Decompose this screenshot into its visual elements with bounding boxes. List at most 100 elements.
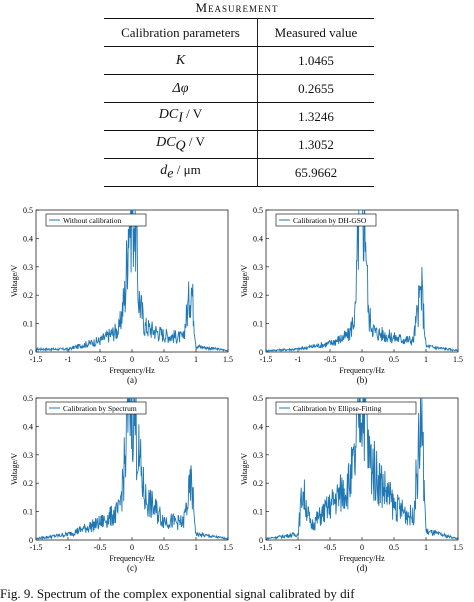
parameter-symbol: K	[175, 53, 186, 68]
parameter-cell: K	[104, 46, 258, 75]
y-axis-label: Voltage/V	[10, 265, 19, 298]
spectrum-series-line	[265, 209, 459, 353]
y-tick-label: 0.3	[253, 451, 263, 460]
table-row: Δφ 0.2655	[104, 74, 374, 103]
x-tick-label: 1.5	[223, 355, 233, 364]
spectrum-series-line	[265, 397, 459, 541]
y-tick-label: 0.3	[253, 263, 263, 272]
y-tick-label: 0.4	[253, 422, 263, 431]
parameter-unit: / V	[182, 106, 203, 122]
legend-box	[45, 213, 147, 227]
parameter-cell: de / μm	[104, 158, 258, 187]
table-row: de / μm 65.9662	[104, 158, 374, 187]
x-tick-label: 0.5	[159, 543, 169, 552]
x-tick-label: 1	[424, 543, 428, 552]
figure-caption: Fig. 9. Spectrum of the complex exponent…	[0, 586, 355, 601]
y-tick-label: 0.4	[23, 422, 33, 431]
x-axis-label: Frequency/Hz	[109, 366, 155, 375]
parameter-cell: DCQ / V	[104, 130, 258, 159]
subfigure-label: (c)	[127, 563, 137, 573]
parameter-symbol: DC	[158, 107, 179, 123]
value-cell: 65.9662	[257, 158, 374, 187]
y-tick-label: 0	[259, 536, 263, 545]
table-header-row: Calibration parameters Measured value	[104, 18, 374, 47]
spectrum-plot-b: -1.5 -1 -0.5 0 0.5 1 1.5 0 0.1 0.2 0.3 0.4 0.5 Freque…	[238, 200, 464, 387]
value-cell: 1.3052	[257, 130, 374, 159]
y-tick-label: 0.5	[253, 206, 263, 215]
x-axis-label: Frequency/Hz	[109, 554, 155, 563]
x-tick-label: -0.5	[324, 355, 337, 364]
y-tick-label: 0.4	[23, 234, 33, 243]
table-row: DCQ / V 1.3052	[104, 130, 374, 159]
spectrum-series-line	[35, 397, 229, 541]
x-axis-label: Frequency/Hz	[339, 554, 385, 563]
table-row: DCI / V 1.3246	[104, 102, 374, 131]
subfigure-label: (d)	[357, 563, 368, 573]
x-tick-label: -1.5	[30, 543, 43, 552]
y-tick-label: 0.4	[253, 234, 263, 243]
x-tick-label: 1.5	[453, 543, 463, 552]
column-header-parameters: Calibration parameters	[104, 18, 258, 47]
x-tick-label: 0.5	[389, 355, 399, 364]
parameter-unit: / μm	[173, 162, 201, 178]
parameter-subscript: Q	[175, 138, 186, 154]
parameter-symbol: DC	[156, 135, 176, 151]
legend-label: Calibration by Ellipse-Fitting	[293, 404, 382, 413]
x-tick-label: -1.5	[30, 355, 43, 364]
x-tick-label: 0.5	[159, 355, 169, 364]
x-tick-label: 1	[194, 355, 198, 364]
x-tick-label: -0.5	[94, 543, 107, 552]
plot-svg: -1.5 -1 -0.5 0 0.5 1 1.5 0 0.1 0.2 0.3 0.4 0.5 Freque…	[10, 394, 233, 573]
x-tick-label: -1.5	[260, 543, 273, 552]
spectrum-plot-c: -1.5 -1 -0.5 0 0.5 1 1.5 0 0.1 0.2 0.3 0.4 0.5 Freque…	[8, 388, 234, 575]
parameter-unit: / V	[185, 134, 205, 150]
y-tick-label: 0.5	[253, 394, 263, 403]
y-tick-label: 0.3	[23, 263, 33, 272]
y-tick-label: 0	[29, 348, 33, 357]
y-axis-label: Voltage/V	[10, 453, 19, 486]
legend-box	[45, 401, 147, 415]
x-tick-label: 1.5	[453, 355, 463, 364]
spectrum-plot-d: -1.5 -1 -0.5 0 0.5 1 1.5 0 0.1 0.2 0.3 0.4 0.5 Freque…	[238, 388, 464, 575]
parameter-symbol: d	[160, 163, 168, 179]
parameter-cell: Δφ	[104, 74, 258, 103]
x-axis-label: Frequency/Hz	[339, 366, 385, 375]
parameter-subscript: e	[167, 166, 174, 182]
spectrum-series-line	[35, 209, 229, 352]
value-cell: 1.3246	[257, 102, 374, 131]
subfigure-label: (a)	[127, 375, 137, 385]
x-tick-label: 1	[194, 543, 198, 552]
x-tick-label: -1	[65, 355, 72, 364]
y-tick-label: 0.1	[253, 320, 263, 329]
plot-svg: -1.5 -1 -0.5 0 0.5 1 1.5 0 0.1 0.2 0.3 0.4 0.5 Freque…	[10, 206, 233, 385]
x-tick-label: -1.5	[260, 355, 273, 364]
legend-label: Calibration by Spectrum	[63, 404, 137, 413]
parameter-cell: DCI / V	[104, 102, 258, 131]
y-tick-label: 0.5	[23, 394, 33, 403]
table-row: K 1.0465	[104, 46, 374, 75]
x-tick-label: 1	[424, 355, 428, 364]
x-tick-label: -1	[295, 543, 302, 552]
y-tick-label: 0.1	[23, 320, 33, 329]
parameter-subscript: I	[178, 110, 183, 126]
legend-box	[275, 401, 417, 415]
x-tick-label: 0.5	[389, 543, 399, 552]
y-axis-label: Voltage/V	[240, 453, 249, 486]
x-tick-label: -0.5	[94, 355, 107, 364]
table-title: Measurement	[195, 0, 279, 15]
legend-box	[275, 213, 377, 227]
axes-box	[265, 397, 459, 541]
y-tick-label: 0.2	[253, 479, 263, 488]
y-tick-label: 0.2	[23, 291, 33, 300]
y-tick-label: 0.2	[253, 291, 263, 300]
y-tick-label: 0	[29, 536, 33, 545]
y-tick-label: 0.2	[23, 479, 33, 488]
y-tick-label: 0.1	[253, 508, 263, 517]
plot-svg: -1.5 -1 -0.5 0 0.5 1 1.5 0 0.1 0.2 0.3 0.4 0.5 Freque…	[240, 206, 463, 385]
y-tick-label: 0.3	[23, 451, 33, 460]
axes-box	[265, 209, 459, 353]
y-axis-label: Voltage/V	[240, 265, 249, 298]
x-tick-label: -1	[295, 355, 302, 364]
y-tick-label: 0	[259, 348, 263, 357]
x-tick-label: 0	[360, 543, 364, 552]
